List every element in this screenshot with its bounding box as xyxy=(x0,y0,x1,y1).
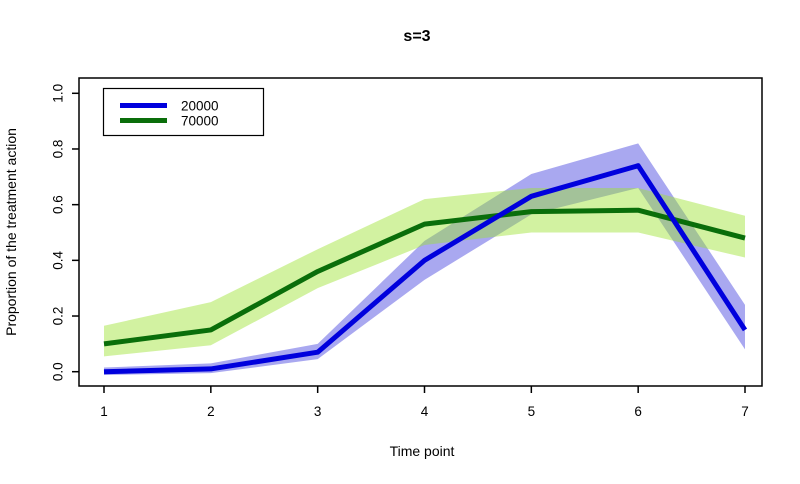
x-tick-label: 7 xyxy=(741,404,749,419)
series-line-70000 xyxy=(103,207,746,347)
plot-border xyxy=(78,77,763,387)
x-tick-label: 5 xyxy=(528,404,536,419)
series-line-20000 xyxy=(103,163,748,375)
x-tick-label: 2 xyxy=(207,404,215,419)
y-tick-label: 0.6 xyxy=(51,195,66,214)
x-tick-label: 3 xyxy=(314,404,322,419)
legend-box xyxy=(102,87,265,137)
chart-title: s=3 xyxy=(403,28,430,45)
x-tick-label: 1 xyxy=(100,404,108,419)
y-tick-label: 0.0 xyxy=(51,362,66,381)
legend-label-series-2: 70000 xyxy=(181,114,219,129)
y-tick-label: 0.2 xyxy=(51,307,66,326)
y-tick-label: 0.8 xyxy=(51,140,66,159)
legend: 20000 70000 xyxy=(102,87,265,137)
y-tick-label: 1.0 xyxy=(51,84,66,103)
confidence-band-70000 xyxy=(104,187,745,357)
y-axis-label: Proportion of the treatment action xyxy=(3,128,19,336)
x-tick-label: 4 xyxy=(421,404,429,419)
legend-label-series-1: 20000 xyxy=(181,99,219,114)
x-tick-label: 6 xyxy=(634,404,642,419)
axes-layer: 1 2 3 4 5 6 7 0.0 0.2 0.4 0.6 0.8 1.0 xyxy=(51,77,763,419)
lines-layer xyxy=(103,163,748,375)
y-tick-label: 0.4 xyxy=(51,250,66,269)
x-axis-label: Time point xyxy=(390,443,455,459)
